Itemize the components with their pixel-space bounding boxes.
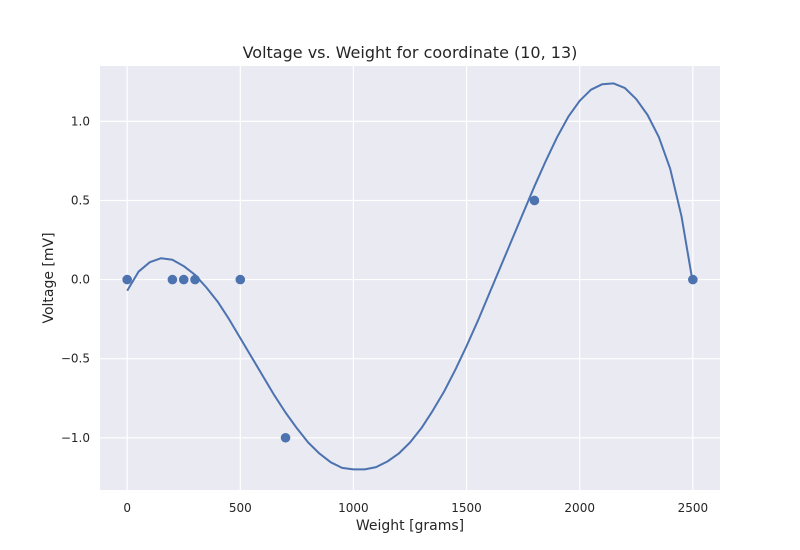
data-point (167, 274, 178, 285)
chart-title: Voltage vs. Weight for coordinate (10, 1… (243, 43, 578, 62)
data-point (688, 274, 698, 285)
y-tick-label: 1.0 (71, 114, 90, 128)
x-tick-label: 0 (123, 501, 131, 515)
y-tick-label: −1.0 (61, 431, 90, 445)
data-point (178, 274, 189, 285)
x-tick-labels: 0 500 1000 1500 2000 2500 (123, 501, 708, 515)
x-tick-label: 2000 (564, 501, 595, 515)
y-axis-label: Voltage [mV] (41, 232, 57, 323)
x-axis-label: Weight [grams] (356, 518, 464, 534)
x-tick-label: 1000 (338, 501, 369, 515)
data-point (235, 274, 246, 285)
y-tick-labels: −1.0 −0.5 0.0 0.5 1.0 (61, 114, 90, 444)
y-tick-label: −0.5 (61, 352, 90, 366)
x-tick-label: 1500 (451, 501, 482, 515)
fit-curve-line (126, 82, 694, 471)
series-line-layer (126, 82, 694, 471)
x-tick-label: 500 (229, 501, 252, 515)
x-tick-label: 2500 (678, 501, 709, 515)
y-tick-label: 0.0 (71, 273, 90, 287)
scatter-points (122, 195, 698, 443)
plot-area (100, 66, 720, 490)
y-tick-label: 0.5 (71, 193, 90, 207)
data-point (280, 432, 291, 443)
data-point (529, 195, 540, 206)
data-point (190, 274, 200, 285)
data-point (122, 274, 132, 285)
